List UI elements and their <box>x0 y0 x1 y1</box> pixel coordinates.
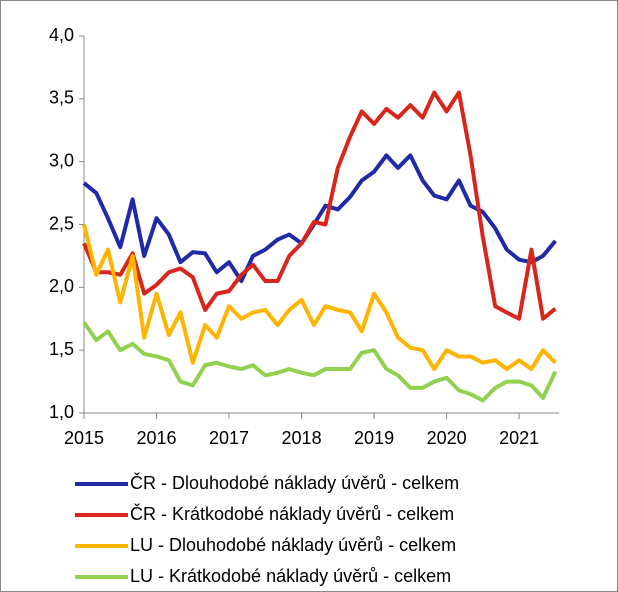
series-line <box>82 90 557 321</box>
x-tick-label: 2018 <box>282 428 322 448</box>
y-tick-label: 2,5 <box>49 213 74 233</box>
x-tick-label: 2015 <box>64 428 104 448</box>
legend-label: ČR - Krátkodobé náklady úvěrů - celkem <box>130 503 454 524</box>
x-tick-label: 2016 <box>136 428 176 448</box>
x-tick-label: 2020 <box>427 428 467 448</box>
legend-label: ČR - Dlouhodobé náklady úvěrů - celkem <box>130 472 459 493</box>
y-tick-label: 4,0 <box>49 25 74 45</box>
series-line <box>82 321 558 403</box>
y-tick-label: 2,0 <box>49 276 74 296</box>
y-tick-label: 3,0 <box>49 150 74 170</box>
y-tick-label: 1,5 <box>49 339 74 359</box>
legend-label: LU - Krátkodobé náklady úvěrů - celkem <box>130 566 451 586</box>
y-tick-label: 1,0 <box>49 402 74 422</box>
x-tick-label: 2017 <box>209 428 249 448</box>
x-tick-label: 2019 <box>354 428 394 448</box>
legend-label: LU - Dlouhodobé náklady úvěrů - celkem <box>130 535 456 555</box>
x-tick-label: 2021 <box>499 428 539 448</box>
series-line <box>82 224 557 372</box>
y-tick-label: 3,5 <box>49 88 74 108</box>
